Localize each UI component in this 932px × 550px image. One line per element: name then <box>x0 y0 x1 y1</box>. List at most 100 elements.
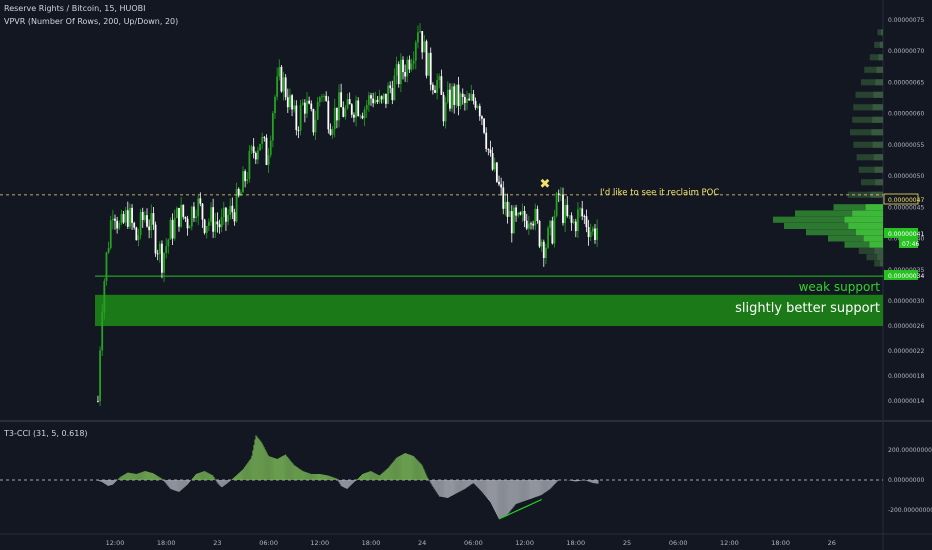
candle-down <box>357 100 360 116</box>
vpvr-row <box>874 41 883 48</box>
candle-down <box>468 98 471 101</box>
candle-up <box>190 206 193 227</box>
candle-down <box>449 89 451 109</box>
candle-up <box>545 247 547 259</box>
vpvr-row <box>874 260 883 267</box>
candle-down <box>114 218 116 221</box>
candle-up <box>568 215 571 217</box>
vpvr-row-up <box>844 216 883 223</box>
t3-cci-indicator-title[interactable]: T3-CCI (31, 5, 0.618) <box>4 429 88 438</box>
current-price-badge <box>884 228 918 238</box>
vpvr-row-up <box>876 66 883 73</box>
candle-up <box>513 207 515 234</box>
candle-down <box>186 218 189 229</box>
weak-support-label: weak support <box>799 280 881 294</box>
candle-down <box>310 103 313 110</box>
candle-up <box>267 154 270 165</box>
candle-down <box>557 193 560 195</box>
candle-down <box>574 221 577 232</box>
vpvr-row <box>853 141 883 148</box>
candle-up <box>517 212 520 216</box>
candle-up <box>139 211 142 236</box>
vpvr-row-up <box>881 29 883 36</box>
candle-up <box>527 223 530 229</box>
candle-up <box>306 100 308 114</box>
bullish-divergence-line <box>498 498 542 520</box>
symbol-title[interactable]: Reserve Rights / Bitcoin, 15, HUOBI <box>4 4 146 13</box>
vpvr-row <box>869 54 883 61</box>
vpvr-indicator-title[interactable]: VPVR (Number Of Rows, 200, Up/Down, 20) <box>4 17 179 26</box>
candle-up <box>564 204 567 224</box>
candle-down <box>325 95 328 101</box>
candle-up <box>359 115 362 117</box>
candle-up <box>577 209 579 232</box>
price-tick-label: 0.00000018 <box>888 373 924 380</box>
candle-down <box>570 215 573 223</box>
vpvr-row-up <box>874 247 883 254</box>
time-tick-label: 18:00 <box>771 539 790 547</box>
candle-down <box>581 208 584 217</box>
candle-up <box>395 64 398 76</box>
vpvr-row-up <box>856 229 883 236</box>
vpvr-row <box>856 154 883 161</box>
candle-down <box>131 207 133 223</box>
candle-up <box>101 312 104 351</box>
candle-up <box>282 77 285 92</box>
candle-down <box>265 137 268 165</box>
candle-down <box>335 107 338 121</box>
candle-up <box>109 220 112 249</box>
candle-up <box>446 89 449 103</box>
candle-down <box>483 118 485 133</box>
candle-down <box>199 198 202 204</box>
candle-down <box>218 224 221 228</box>
candle-up <box>207 221 210 226</box>
candle-down <box>184 216 187 219</box>
price-tick-label: 0.00000070 <box>888 48 924 55</box>
candle-up <box>355 100 357 118</box>
candle-up <box>271 113 274 141</box>
vpvr-row-up <box>872 116 883 123</box>
candle-up <box>299 104 302 131</box>
t3-cci-histogram <box>0 435 883 520</box>
vpvr-row-up <box>878 54 883 61</box>
candle-down <box>201 203 204 220</box>
vpvr-row <box>866 254 883 261</box>
candle-up <box>470 94 473 101</box>
candle-down <box>286 97 289 108</box>
candle-down <box>361 115 364 119</box>
candle-down <box>308 100 311 104</box>
candle-up <box>276 76 279 97</box>
time-axis[interactable]: 12:00 18:00 23 06:00 12:00 18:00 24 06:00 12:00 1… <box>106 539 836 547</box>
candle-down <box>297 130 300 131</box>
vpvr-row <box>877 29 883 36</box>
candle-down <box>440 76 443 95</box>
candle-up <box>393 75 396 101</box>
candle-down <box>225 207 227 222</box>
candle-up <box>547 227 549 248</box>
candle-up <box>180 204 183 227</box>
candle-down <box>237 188 240 196</box>
candle-down <box>350 104 353 115</box>
time-tick-label: 25 <box>623 539 631 547</box>
candle-down <box>397 64 400 85</box>
price-tick-label: 0.00000060 <box>888 111 924 118</box>
candle-down <box>216 221 219 225</box>
candle-down <box>495 162 498 182</box>
candle-up <box>579 208 581 210</box>
candle-down <box>161 243 163 273</box>
candle-down <box>536 208 539 222</box>
vpvr-row <box>833 204 883 211</box>
oscillator-axis[interactable]: 200.00000000 0.00000000 -200.00000000 <box>888 447 932 514</box>
candle-up <box>107 248 110 253</box>
candle-up <box>222 207 225 218</box>
candle-up <box>229 205 232 216</box>
price-tick-label: 0.00000022 <box>888 348 924 355</box>
candle-down <box>97 401 99 402</box>
candle-up <box>261 136 264 144</box>
candle-up <box>173 217 176 239</box>
candle-down <box>431 84 434 91</box>
candle-down <box>453 86 456 105</box>
candle-up <box>165 246 168 253</box>
price-tick-label: 0.00000026 <box>888 323 924 330</box>
